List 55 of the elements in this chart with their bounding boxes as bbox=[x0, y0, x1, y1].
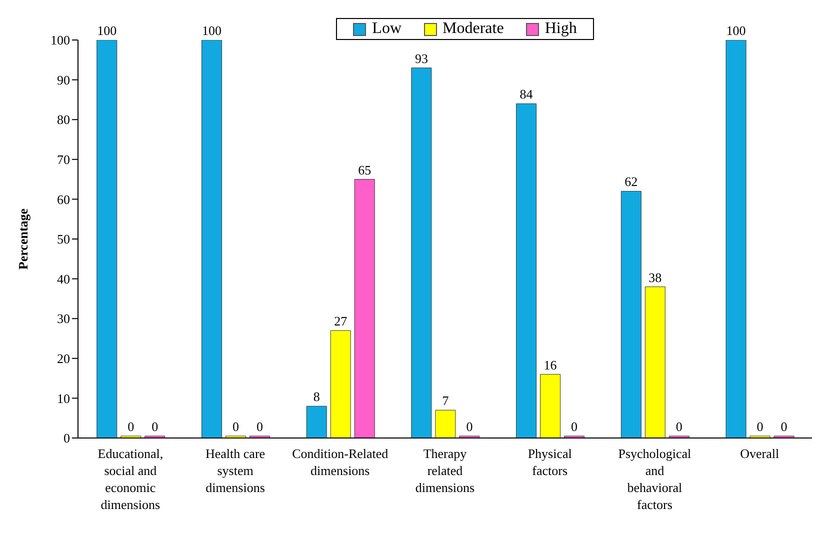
data-label: 100 bbox=[97, 23, 117, 38]
y-tick-label: 20 bbox=[57, 351, 70, 366]
y-tick-label: 90 bbox=[57, 72, 70, 88]
data-label: 38 bbox=[648, 270, 662, 285]
y-tick-label: 40 bbox=[57, 271, 70, 286]
data-label: 16 bbox=[544, 357, 558, 372]
x-tick-label: Therapy related dimensions bbox=[415, 446, 475, 495]
bar bbox=[620, 190, 642, 438]
data-label: 0 bbox=[676, 419, 682, 434]
bar bbox=[726, 40, 746, 438]
x-tick-label: Health care system dimensions bbox=[206, 446, 266, 495]
bar bbox=[201, 40, 222, 438]
x-tick-label: Psychological and behavioral factors bbox=[618, 446, 692, 512]
y-tick-label: 80 bbox=[57, 112, 70, 128]
bar bbox=[96, 40, 118, 438]
bar bbox=[330, 330, 351, 438]
data-label: 0 bbox=[780, 419, 788, 434]
data-label: 100 bbox=[726, 23, 746, 38]
data-label: 0 bbox=[256, 419, 263, 434]
y-tick-label: 60 bbox=[57, 192, 70, 207]
bar bbox=[435, 410, 456, 438]
data-label: 0 bbox=[128, 419, 134, 434]
data-label: 0 bbox=[571, 419, 578, 434]
data-label: 27 bbox=[334, 314, 348, 329]
y-axis-title: Percentage bbox=[16, 208, 31, 270]
y-tick-label: 70 bbox=[57, 152, 70, 168]
bar bbox=[516, 103, 537, 438]
bar bbox=[540, 374, 561, 438]
legend-label: Moderate bbox=[442, 20, 504, 38]
data-label: 7 bbox=[442, 393, 450, 408]
y-tick-label: 100 bbox=[50, 32, 70, 48]
bar bbox=[644, 286, 666, 438]
bar bbox=[306, 406, 327, 438]
data-label: 0 bbox=[466, 419, 473, 434]
data-label: 0 bbox=[756, 419, 764, 434]
x-tick-label: Physical factors bbox=[528, 446, 572, 478]
data-label: 93 bbox=[414, 50, 428, 66]
data-label: 84 bbox=[520, 86, 534, 102]
data-label: 62 bbox=[624, 174, 638, 190]
y-tick-label: 0 bbox=[64, 430, 70, 446]
data-label: 100 bbox=[202, 23, 222, 38]
data-label: 8 bbox=[313, 389, 320, 404]
bar bbox=[354, 179, 375, 438]
y-tick-label: 50 bbox=[57, 232, 70, 247]
data-label: 65 bbox=[358, 162, 372, 178]
legend-label: Low bbox=[371, 20, 402, 38]
data-label: 0 bbox=[152, 419, 158, 434]
y-tick-label: 10 bbox=[57, 390, 70, 406]
data-label: 0 bbox=[232, 419, 239, 434]
legend-label: High bbox=[544, 20, 577, 38]
x-tick-label: Overall bbox=[740, 446, 780, 461]
bar bbox=[411, 68, 432, 438]
y-tick-label: 30 bbox=[57, 311, 70, 326]
x-tick-label: Condition-Related dimensions bbox=[292, 446, 389, 478]
x-tick-label: Educational, social and economic dimensions bbox=[98, 446, 164, 512]
